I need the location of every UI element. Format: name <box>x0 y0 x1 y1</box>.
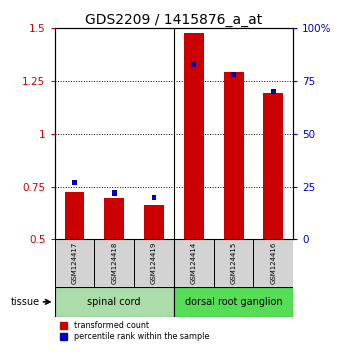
Bar <box>174 239 214 287</box>
Text: GSM124416: GSM124416 <box>270 242 276 284</box>
Bar <box>144 205 164 239</box>
Bar <box>191 62 196 67</box>
Bar <box>55 239 94 287</box>
Text: GSM124417: GSM124417 <box>72 242 77 284</box>
Text: GSM124419: GSM124419 <box>151 242 157 284</box>
Bar <box>55 287 174 317</box>
Title: GDS2209 / 1415876_a_at: GDS2209 / 1415876_a_at <box>85 13 263 27</box>
Text: GSM124414: GSM124414 <box>191 242 197 284</box>
Bar <box>94 239 134 287</box>
Bar <box>64 192 84 239</box>
Bar <box>271 89 276 94</box>
Legend: transformed count, percentile rank within the sample: transformed count, percentile rank withi… <box>59 320 211 343</box>
Bar <box>174 287 293 317</box>
Bar <box>264 93 283 239</box>
Bar <box>104 198 124 239</box>
Text: tissue: tissue <box>10 297 40 307</box>
Bar <box>224 72 243 239</box>
Bar <box>231 72 236 78</box>
Bar <box>134 239 174 287</box>
Text: GSM124415: GSM124415 <box>231 242 237 284</box>
Bar <box>112 190 117 195</box>
Bar <box>72 180 77 185</box>
Bar <box>214 239 253 287</box>
Text: spinal cord: spinal cord <box>88 297 141 307</box>
Bar <box>184 33 204 239</box>
Text: GSM124418: GSM124418 <box>111 242 117 284</box>
Bar <box>253 239 293 287</box>
Text: dorsal root ganglion: dorsal root ganglion <box>185 297 282 307</box>
Bar <box>152 195 157 200</box>
